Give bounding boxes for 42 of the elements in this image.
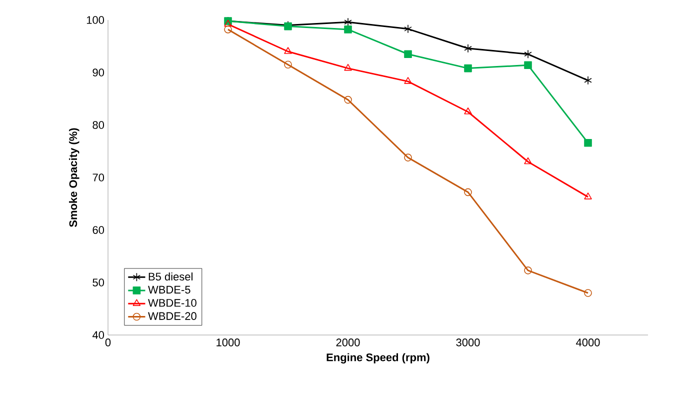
point — [584, 76, 592, 85]
point — [584, 289, 592, 297]
point — [464, 64, 472, 72]
point — [524, 266, 532, 274]
point — [524, 157, 532, 164]
point — [524, 61, 532, 70]
point — [224, 26, 232, 34]
y-tick-label: 50 — [92, 278, 104, 286]
x-tick-label: 1000 — [216, 338, 240, 346]
y-tick-label: 70 — [92, 174, 104, 182]
point — [224, 20, 232, 27]
point — [584, 192, 592, 200]
legend-label: WBDE-5 — [148, 286, 190, 294]
point — [344, 64, 352, 71]
point — [584, 138, 592, 147]
point — [524, 50, 532, 59]
point — [344, 96, 352, 104]
point — [404, 77, 412, 84]
y-axis-title: Smoke Opacity (%) — [69, 128, 80, 228]
point — [404, 154, 412, 162]
point — [404, 50, 412, 58]
point — [464, 44, 472, 53]
x-tick-label: 3000 — [456, 338, 480, 346]
y-tick-label: 60 — [92, 226, 104, 234]
point — [404, 24, 412, 34]
x-tick-label: 0 — [105, 338, 111, 346]
point — [284, 60, 292, 69]
y-tick-label: 40 — [92, 331, 104, 339]
x-tick-label: 4000 — [576, 338, 600, 346]
y-tick-label: 90 — [92, 68, 104, 76]
x-tick-label: 2000 — [336, 338, 360, 346]
y-tick-label: 80 — [92, 121, 104, 129]
y-tick-label: 100 — [86, 16, 104, 24]
point — [344, 26, 352, 34]
legend-label: B5 diesel — [148, 272, 192, 281]
point — [284, 47, 292, 54]
x-axis-title: Engine Speed (rpm) — [326, 353, 430, 364]
point — [464, 188, 472, 196]
point — [344, 18, 352, 26]
legend-label: WBDE-20 — [148, 312, 196, 320]
point — [464, 107, 472, 114]
legend-label: WBDE-10 — [148, 299, 196, 307]
